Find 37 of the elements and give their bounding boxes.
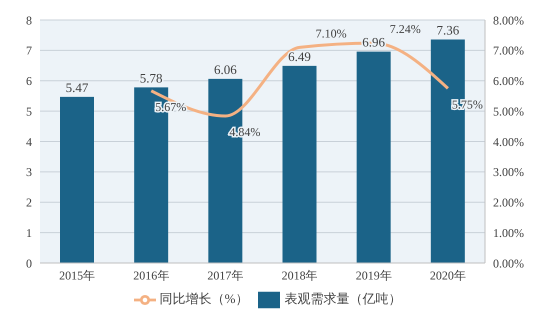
bar [282,66,316,263]
x-tick-label: 2017年 [207,268,244,283]
y-tick-label: 8 [26,13,32,28]
bar [60,96,94,263]
y-tick-label: 2 [26,196,32,210]
y2-tick-label: 8.00% [493,13,524,28]
data-label: 6.06 [214,62,238,77]
data-label: 5.78 [140,70,163,86]
y2-tick-label: 1.00% [493,226,524,240]
y2-tick-label: 0.00% [493,256,524,270]
y-tick-label: 5 [26,104,32,118]
y2-tick-label: 2.00% [493,196,524,210]
data-label: 5.67% [155,100,186,114]
y2-tick-label: 6.00% [493,74,524,88]
y-tick-label: 0 [26,256,32,270]
y2-tick-label: 5.00% [493,104,524,118]
y-tick-label: 4 [26,134,32,149]
bar [356,52,391,263]
x-tick-label: 2019年 [356,268,392,283]
data-label: 7.24% [390,22,421,36]
x-tick-label: 2016年 [133,268,170,283]
y-tick-label: 7 [26,44,32,58]
legend-label: 同比增长（%） [160,290,248,306]
x-tick-label: 2018年 [282,268,318,283]
y-tick-label: 1 [26,226,32,240]
data-label: 6.49 [288,48,311,64]
data-label: 5.47 [66,80,89,95]
y-tick-label: 6 [26,74,32,88]
data-label: 7.36 [436,22,460,38]
data-label: 7.10% [316,26,347,40]
y2-tick-label: 3.00% [493,165,524,180]
x-tick-label: 2015年 [59,268,96,283]
y2-tick-label: 7.00% [493,44,524,58]
y-tick-label: 3 [26,165,32,180]
y2-tick-label: 4.00% [493,134,524,149]
x-tick-label: 2020年 [430,268,466,283]
legend-label: 表观需求量（亿吨） [284,290,402,306]
